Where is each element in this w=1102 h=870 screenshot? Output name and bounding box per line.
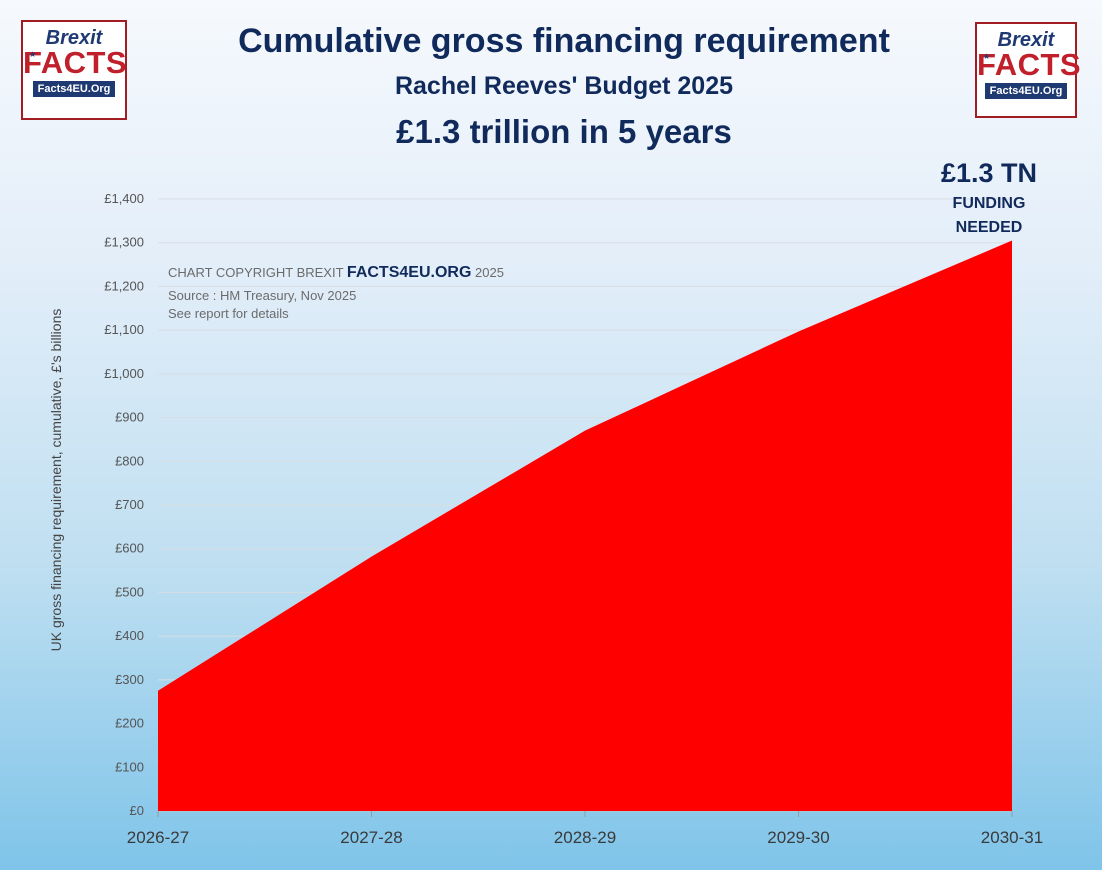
area-series xyxy=(158,240,1012,811)
y-tick-label: £500 xyxy=(115,584,144,599)
y-axis-ticks: £0 £100 £200 £300 £400 £500 £600 £700 £800 £900 £1… xyxy=(104,191,144,818)
chart-subtitle: Rachel Reeves' Budget 2025 xyxy=(394,72,734,100)
chart-headline: £1.3 trillion in 5 years xyxy=(396,113,732,150)
brexit-facts-logo-left: ★ Brexit FACTS Facts4EU.Org xyxy=(21,20,127,120)
y-tick-label: £900 xyxy=(115,410,144,425)
y-tick-label: £700 xyxy=(115,497,144,512)
annotation-line-1: FUNDING xyxy=(952,195,1026,212)
chart-note: See report for details xyxy=(168,306,289,321)
x-tick-label: 2026-27 xyxy=(127,828,189,847)
y-tick-label: £300 xyxy=(115,672,144,687)
logo-word-facts: FACTS xyxy=(23,45,128,80)
x-tick-label: 2028-29 xyxy=(554,828,616,847)
y-tick-label: £1,300 xyxy=(104,235,144,250)
y-tick-label: £0 xyxy=(130,803,144,818)
logo-star-icon: ★ xyxy=(983,52,991,61)
y-tick-label: £600 xyxy=(115,541,144,556)
annotation-value: £1.3 TN xyxy=(940,158,1038,188)
logo-word-brexit: Brexit xyxy=(45,27,103,49)
logo-word-facts: FACTS xyxy=(977,47,1082,82)
logo-star-icon: ★ xyxy=(29,50,37,59)
y-tick-label: £1,000 xyxy=(104,366,144,381)
x-tick-label: 2029-30 xyxy=(767,828,829,847)
credit-year: 2025 xyxy=(475,265,504,280)
chart-source: Source : HM Treasury, Nov 2025 xyxy=(168,288,357,303)
y-axis-label: UK gross financing requirement, cumulati… xyxy=(48,308,64,652)
logo-site: Facts4EU.Org xyxy=(984,83,1068,99)
logo-word-brexit: Brexit xyxy=(997,29,1055,51)
x-tick-label: 2027-28 xyxy=(340,828,402,847)
y-tick-label: £200 xyxy=(115,716,144,731)
y-tick-label: £1,400 xyxy=(104,191,144,206)
x-tick-label: 2030-31 xyxy=(981,828,1043,847)
y-tick-label: £1,100 xyxy=(104,322,144,337)
y-tick-label: £400 xyxy=(115,628,144,643)
brexit-facts-logo-right: ★ Brexit FACTS Facts4EU.Org xyxy=(975,22,1082,118)
y-tick-label: £1,200 xyxy=(104,278,144,293)
y-tick-label: £100 xyxy=(115,759,144,774)
chart-title: Cumulative gross financing requirement xyxy=(238,22,890,60)
credit-site: FACTS4EU.ORG xyxy=(346,264,472,281)
credit-prefix: CHART COPYRIGHT BREXIT xyxy=(168,265,344,280)
chart-credit: CHART COPYRIGHT BREXIT FACTS4EU.ORG 2025 xyxy=(168,264,504,282)
annotation-line-2: NEEDED xyxy=(955,219,1023,236)
x-axis-ticks: 2026-27 2027-28 2028-29 2029-30 2030-31 xyxy=(127,811,1043,847)
y-tick-label: £800 xyxy=(115,453,144,468)
logo-site: Facts4EU.Org xyxy=(32,81,116,97)
